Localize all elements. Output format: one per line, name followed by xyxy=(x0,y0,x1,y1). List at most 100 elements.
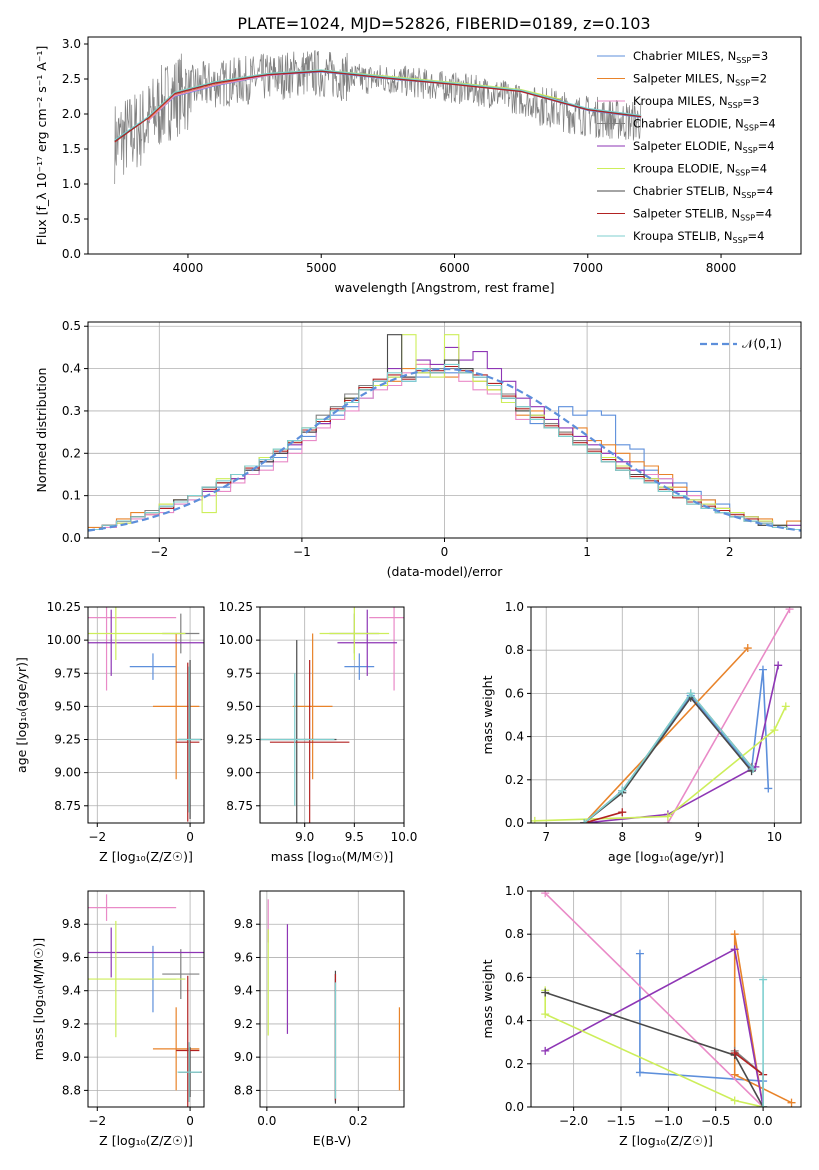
legend-entry: 𝒩(0,1) xyxy=(742,337,782,351)
y-axis-label: Normed distribution xyxy=(34,368,49,493)
mass-weight-marker xyxy=(730,1049,739,1057)
mass-weight-marker xyxy=(770,726,779,735)
plot-area xyxy=(267,899,401,1104)
y-tick-label: 9.8 xyxy=(234,917,253,931)
y-tick-label: 0.8 xyxy=(505,927,524,941)
x-tick-label: 9.0 xyxy=(295,830,314,844)
model-series-line xyxy=(114,70,642,143)
x-tick-label: −1.0 xyxy=(654,1114,683,1128)
plot-area xyxy=(88,894,204,1107)
y-tick-label: 0.0 xyxy=(62,531,81,545)
panel-age_vs_mass: 9.0 9.5 10.0 8.75 9.00 9.25 9.50 9.75 10.00 10.25… xyxy=(219,600,418,864)
mass-weight-marker xyxy=(759,975,768,984)
legend-entry: Salpeter STELIB, NSSP=4 xyxy=(633,207,772,223)
y-tick-label: 9.4 xyxy=(62,984,81,998)
mass-weight-marker xyxy=(730,1096,739,1105)
panel-massweight_vs_Z: −2.0 −1.5 −1.0 −0.5 0.0 0.0 0.2 0.4 0.6 0.8 1.0 Z [… xyxy=(480,884,802,1148)
x-tick-label: 0 xyxy=(186,1114,194,1128)
y-tick-label: 9.0 xyxy=(234,1050,253,1064)
mass-weight-marker xyxy=(635,1068,644,1077)
y-tick-label: 1.0 xyxy=(505,600,524,614)
normal-reference-curve xyxy=(88,367,801,532)
mass-weight-line xyxy=(667,608,791,823)
mass-weight-line xyxy=(583,647,749,823)
x-tick-label: 1 xyxy=(583,545,591,559)
x-axis-label: wavelength [Angstrom, rest frame] xyxy=(334,280,554,295)
x-tick-label: 0 xyxy=(186,830,194,844)
x-tick-label: 0.2 xyxy=(349,1114,368,1128)
y-axis-label: mass weight xyxy=(480,959,495,1038)
y-tick-label: 2.0 xyxy=(62,107,81,121)
y-tick-label: 9.00 xyxy=(54,766,81,780)
y-tick-label: 1.5 xyxy=(62,142,81,156)
y-tick-label: 0.0 xyxy=(505,1100,524,1114)
y-tick-label: 0.4 xyxy=(62,362,81,376)
y-tick-label: 9.4 xyxy=(234,984,253,998)
legend: Chabrier MILES, NSSP=3 Salpeter MILES, NS… xyxy=(597,49,776,245)
legend-entry: Chabrier STELIB, NSSP=4 xyxy=(633,184,773,200)
y-tick-label: 0.2 xyxy=(62,446,81,460)
y-tick-label: 0.6 xyxy=(505,970,524,984)
y-tick-label: 9.2 xyxy=(62,1017,81,1031)
axes-frame xyxy=(87,36,802,255)
mass-weight-marker xyxy=(541,891,550,898)
mass-weight-line xyxy=(544,990,764,1107)
panel-mass_vs_Z: −2 0 8.8 9.0 9.2 9.4 9.6 9.8 Z [log₁₀(Z/Z☉)] mass… xyxy=(31,890,205,1148)
y-tick-label: 2.5 xyxy=(62,72,81,86)
y-tick-label: 9.50 xyxy=(54,699,81,713)
y-tick-label: 9.25 xyxy=(54,733,81,747)
mass-weight-marker xyxy=(730,1070,739,1079)
y-tick-label: 8.75 xyxy=(54,799,81,813)
plot-area xyxy=(531,607,794,823)
x-tick-label: −0.5 xyxy=(701,1114,730,1128)
y-axis-label: mass weight xyxy=(480,675,495,754)
mass-weight-marker xyxy=(663,812,672,821)
y-tick-label: 0.1 xyxy=(62,489,81,503)
x-tick-label: 6000 xyxy=(439,261,470,275)
x-tick-label: −2 xyxy=(150,545,168,559)
y-tick-label: 0.8 xyxy=(505,643,524,657)
y-tick-label: 1.0 xyxy=(505,884,524,898)
axes-frame xyxy=(530,606,802,824)
y-tick-label: 0.6 xyxy=(505,686,524,700)
panel-massweight_vs_age: 7 8 9 10 0.0 0.2 0.4 0.6 0.8 1.0 age [log₁₀(age/yr… xyxy=(480,600,802,864)
plot-area xyxy=(541,891,796,1107)
x-tick-label: 9.5 xyxy=(345,830,364,844)
x-tick-label: 5000 xyxy=(306,261,337,275)
plot-area xyxy=(260,607,404,823)
mass-weight-marker xyxy=(730,945,739,954)
x-tick-label: 8 xyxy=(618,830,626,844)
panel-age_vs_Z: −2 0 8.75 9.00 9.25 9.50 9.75 10.00 10.25 Z [log₁… xyxy=(14,600,205,864)
y-tick-label: 9.8 xyxy=(62,917,81,931)
x-tick-label: 0.0 xyxy=(754,1114,773,1128)
figure-title: PLATE=1024, MJD=52826, FIBERID=0189, z=0… xyxy=(237,14,650,33)
mass-weight-marker xyxy=(686,689,695,698)
y-tick-label: 9.00 xyxy=(226,766,253,780)
mass-weight-marker xyxy=(531,816,539,823)
mass-weight-marker xyxy=(580,819,589,823)
mass-weight-marker xyxy=(749,765,758,773)
x-tick-label: −2 xyxy=(88,1114,106,1128)
y-tick-label: 10.25 xyxy=(47,600,81,614)
y-tick-label: 9.25 xyxy=(226,733,253,747)
legend-entry: Chabrier ELODIE, NSSP=4 xyxy=(633,117,776,133)
y-tick-label: 0.4 xyxy=(505,1014,524,1028)
mass-weight-marker xyxy=(759,1103,768,1107)
x-axis-label: mass [log₁₀(M/M☉)] xyxy=(271,849,393,864)
x-tick-label: 9 xyxy=(695,830,703,844)
y-tick-label: 0.0 xyxy=(62,247,81,261)
panel-residuals: 𝒩(0,1) −2 −1 0 1 2 0.0 0.1 0.2 0.3 0.4 0.5 (data-mod… xyxy=(34,319,802,579)
mass-weight-marker xyxy=(764,784,773,793)
y-tick-label: 0.5 xyxy=(62,212,81,226)
y-tick-label: 9.6 xyxy=(234,950,253,964)
mass-weight-marker xyxy=(758,665,767,674)
x-tick-label: 7000 xyxy=(572,261,603,275)
x-axis-label: Z [log₁₀(Z/Z☉)] xyxy=(99,849,193,864)
y-axis-label: Flux [f_λ 10⁻¹⁷ erg cm⁻² s⁻¹ A⁻¹] xyxy=(34,46,49,246)
x-tick-label: 8000 xyxy=(706,261,737,275)
x-tick-label: 7 xyxy=(542,830,550,844)
mass-weight-line xyxy=(583,811,623,823)
axes-frame xyxy=(259,606,405,824)
y-axis-label: age [log₁₀(age/yr)] xyxy=(14,657,29,773)
y-tick-label: 8.75 xyxy=(226,799,253,813)
